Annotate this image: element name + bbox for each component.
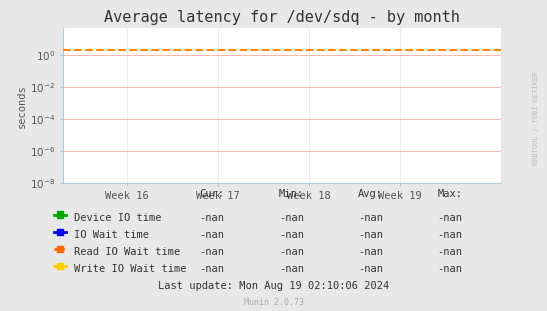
Text: Last update: Mon Aug 19 02:10:06 2024: Last update: Mon Aug 19 02:10:06 2024: [158, 281, 389, 290]
Text: -nan: -nan: [279, 264, 304, 274]
Text: -nan: -nan: [438, 247, 463, 257]
Text: -nan: -nan: [358, 213, 383, 223]
Text: Min:: Min:: [279, 189, 304, 199]
Text: -nan: -nan: [279, 247, 304, 257]
Text: Device IO time: Device IO time: [74, 213, 161, 223]
Text: -nan: -nan: [200, 247, 225, 257]
Text: Cur:: Cur:: [200, 189, 225, 199]
Text: -nan: -nan: [358, 230, 383, 240]
Bar: [57, 246, 63, 252]
Text: Read IO Wait time: Read IO Wait time: [74, 247, 180, 257]
Y-axis label: seconds: seconds: [17, 84, 27, 128]
Text: Max:: Max:: [438, 189, 463, 199]
Text: Write IO Wait time: Write IO Wait time: [74, 264, 187, 274]
Text: -nan: -nan: [358, 264, 383, 274]
Text: Avg:: Avg:: [358, 189, 383, 199]
Title: Average latency for /dev/sdq - by month: Average latency for /dev/sdq - by month: [104, 11, 459, 26]
Text: -nan: -nan: [358, 247, 383, 257]
Text: -nan: -nan: [438, 230, 463, 240]
Text: RRDTOOL / TOBI OETIKER: RRDTOOL / TOBI OETIKER: [533, 72, 539, 165]
Text: -nan: -nan: [438, 264, 463, 274]
Text: IO Wait time: IO Wait time: [74, 230, 149, 240]
Bar: [57, 211, 63, 218]
Text: -nan: -nan: [279, 230, 304, 240]
Text: -nan: -nan: [200, 264, 225, 274]
Text: -nan: -nan: [200, 213, 225, 223]
Text: Munin 2.0.73: Munin 2.0.73: [243, 298, 304, 307]
Text: -nan: -nan: [438, 213, 463, 223]
Bar: [57, 263, 63, 269]
Text: -nan: -nan: [200, 230, 225, 240]
Text: -nan: -nan: [279, 213, 304, 223]
Bar: [57, 229, 63, 235]
